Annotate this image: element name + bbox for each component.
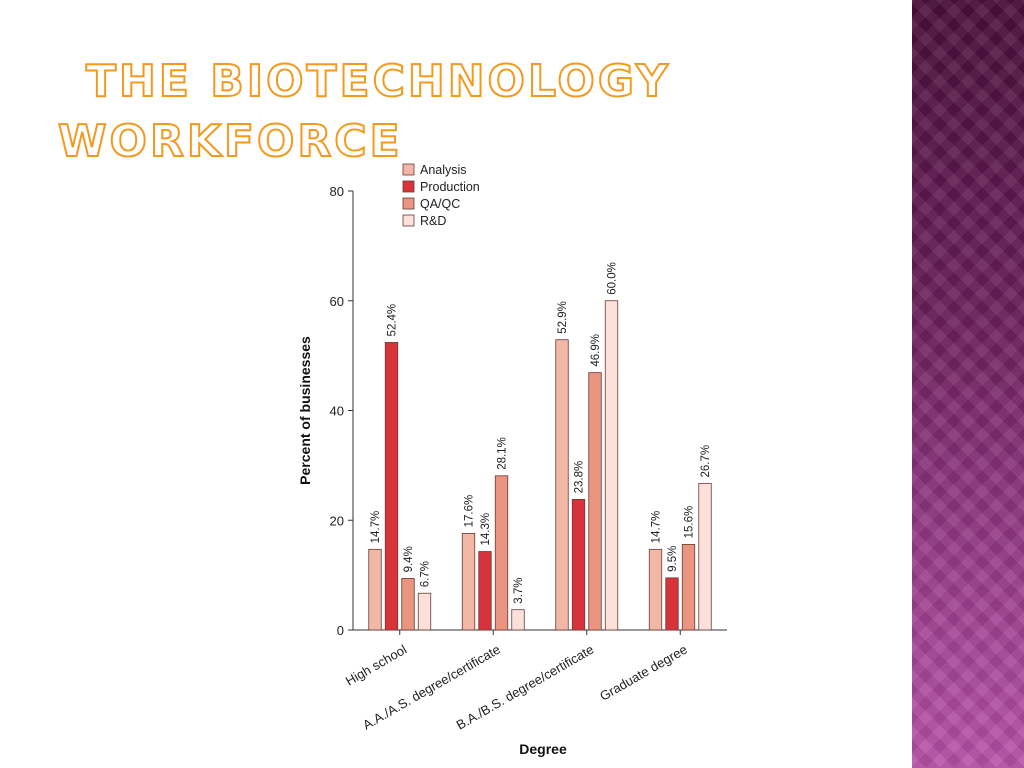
- bar: [401, 578, 415, 631]
- decorative-sidebar: [912, 0, 1024, 768]
- legend-swatch: [402, 180, 415, 193]
- legend-swatch: [402, 163, 415, 176]
- y-tick-label: 80: [330, 184, 344, 199]
- data-label: 14.7%: [370, 511, 382, 544]
- slide-title-line-1: The Biotechnology: [85, 55, 671, 108]
- data-label: 52.9%: [557, 301, 569, 334]
- bar: [681, 543, 696, 631]
- y-tick-label: 20: [330, 513, 344, 528]
- bar: [555, 339, 569, 631]
- legend-label: Production: [420, 180, 480, 194]
- data-label: 60.0%: [607, 262, 619, 295]
- data-label: 14.3%: [480, 513, 492, 546]
- bar: [478, 551, 492, 631]
- bar: [665, 577, 679, 631]
- bar: [604, 300, 619, 631]
- bar: [417, 592, 432, 631]
- y-tick-label: 40: [330, 404, 344, 419]
- legend-label: R&D: [420, 214, 446, 228]
- bar: [461, 533, 476, 631]
- data-label: 26.7%: [700, 445, 712, 478]
- bar: [588, 372, 602, 631]
- x-category-label: High school: [343, 642, 409, 689]
- x-axis-title: Degree: [519, 741, 567, 757]
- legend-swatch: [402, 214, 415, 227]
- legend-swatch: [402, 197, 415, 210]
- bar: [511, 609, 525, 631]
- legend-label: Analysis: [420, 163, 467, 177]
- data-label: 9.4%: [403, 546, 415, 572]
- data-label: 17.6%: [464, 495, 476, 528]
- y-axis-title: Percent of businesses: [297, 336, 313, 485]
- bar: [384, 342, 399, 631]
- bar: [698, 483, 712, 631]
- bar: [648, 548, 663, 631]
- data-label: 6.7%: [420, 561, 432, 587]
- data-label: 46.9%: [590, 334, 602, 367]
- bar: [571, 498, 586, 631]
- bar: [494, 475, 509, 631]
- slide-title-line-2: Workforce: [57, 115, 403, 168]
- data-label: 9.5%: [667, 546, 679, 572]
- bar: [368, 548, 382, 631]
- data-label: 14.7%: [651, 511, 663, 544]
- data-label: 3.7%: [513, 577, 525, 603]
- legend-label: QA/QC: [420, 197, 460, 211]
- data-label: 52.4%: [387, 304, 399, 337]
- y-tick-label: 60: [330, 294, 344, 309]
- data-label: 28.1%: [497, 437, 509, 470]
- data-label: 15.6%: [684, 506, 696, 539]
- slide-title: The Biotechnology Workforce: [57, 52, 671, 172]
- y-tick-label: 0: [337, 623, 344, 638]
- x-category-label: Graduate degree: [597, 642, 690, 704]
- data-label: 23.8%: [574, 461, 586, 494]
